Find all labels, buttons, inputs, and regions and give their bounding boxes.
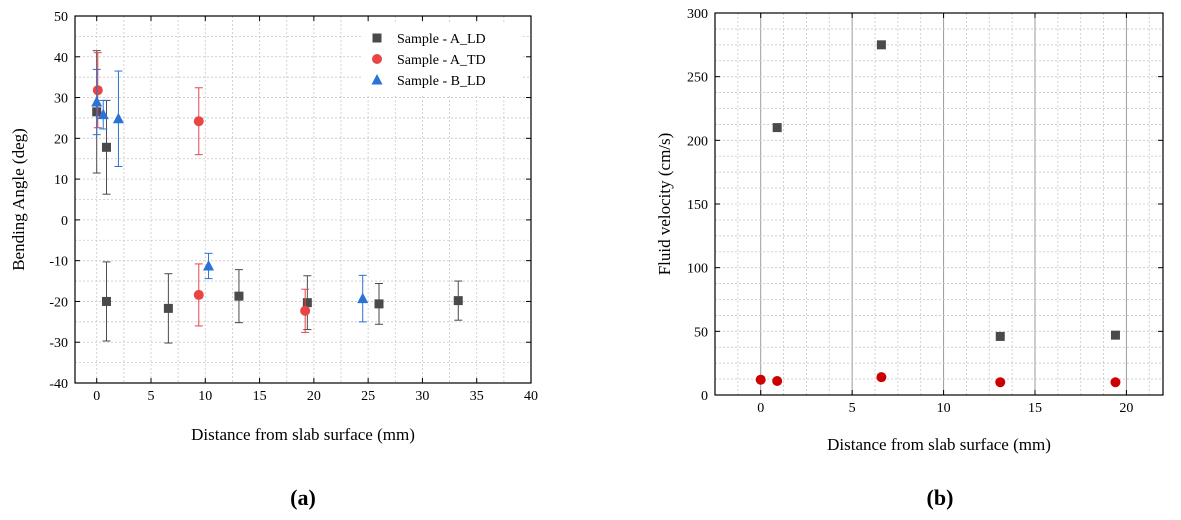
data-point — [995, 331, 1005, 341]
x-tick-label: 0 — [93, 389, 100, 404]
data-point — [97, 108, 109, 120]
x-tick-label: 20 — [307, 389, 321, 404]
data-point — [1110, 330, 1120, 340]
data-point — [112, 112, 124, 124]
data-point — [163, 303, 173, 313]
x-tick-label: 20 — [1119, 401, 1133, 416]
data-point — [101, 296, 111, 306]
x-tick-label: 10 — [198, 389, 212, 404]
y-tick-label: 50 — [694, 325, 708, 340]
x-tick-label: 5 — [849, 401, 856, 416]
y-tick-label: 40 — [54, 51, 68, 66]
x-tick-label: 0 — [757, 401, 764, 416]
legend-entry: Sample - B_LD — [397, 74, 486, 89]
series-3 — [91, 68, 369, 323]
y-tick-label: -30 — [49, 336, 68, 351]
data-point — [193, 289, 204, 300]
data-point — [91, 96, 103, 107]
data-point — [1110, 377, 1121, 388]
x-tick-label: 30 — [415, 389, 429, 404]
panel-label: (b) — [927, 485, 954, 510]
data-point — [772, 375, 783, 386]
plot-frame — [74, 15, 532, 384]
y-tick-label: 200 — [687, 134, 708, 149]
data-point — [193, 116, 204, 127]
panel-label: (a) — [290, 485, 316, 510]
legend-marker — [372, 33, 382, 43]
x-tick-label: 5 — [148, 389, 155, 404]
y-tick-label: 10 — [54, 173, 68, 188]
data-point — [772, 123, 782, 133]
y-tick-label: 0 — [61, 214, 68, 229]
legend: Sample - A_LD Sample - A_TD Sample - B_LD — [363, 24, 523, 96]
y-tick-label: -20 — [49, 295, 68, 310]
x-tick-label: 15 — [253, 389, 267, 404]
legend-entry: Sample - A_TD — [397, 53, 486, 68]
panel-a-chart: 0 5 10 15 20 25 30 35 40 -40 -30 -20 -10 0 10 20 30 40 50 D… — [9, 10, 538, 510]
data-point — [203, 259, 215, 271]
x-tick-label: 35 — [470, 389, 484, 404]
legend-entry: Sample - A_LD — [397, 32, 486, 47]
x-axis-title: Distance from slab surface (mm) — [827, 435, 1051, 454]
y-axis-title: Fluid velocity (cm/s) — [655, 133, 674, 276]
data-point — [755, 374, 766, 385]
data-point — [995, 377, 1006, 388]
y-tick-label: 30 — [54, 92, 68, 107]
data-point — [876, 40, 886, 50]
data-point — [302, 298, 312, 308]
data-point — [101, 142, 111, 152]
x-tick-label: 10 — [937, 401, 951, 416]
y-tick-label: 0 — [701, 389, 708, 404]
data-point — [234, 291, 244, 301]
series-2 — [92, 52, 311, 333]
data-point — [357, 292, 369, 304]
y-axis-title: Bending Angle (deg) — [9, 128, 28, 271]
x-axis-title: Distance from slab surface (mm) — [191, 425, 415, 444]
y-tick-label: -40 — [49, 377, 68, 392]
series-2 — [755, 372, 1121, 388]
series-1 — [772, 40, 1120, 341]
y-tick-label: -10 — [49, 255, 68, 270]
y-tick-label: 250 — [687, 71, 708, 86]
y-tick-label: 50 — [54, 10, 68, 25]
data-point — [876, 372, 887, 383]
legend-background — [363, 24, 523, 96]
x-tick-label: 40 — [524, 389, 538, 404]
data-point — [300, 305, 311, 316]
y-tick-label: 20 — [54, 132, 68, 147]
legend-marker — [372, 54, 382, 64]
x-tick-label: 25 — [361, 389, 375, 404]
data-point — [92, 85, 103, 96]
y-tick-label: 300 — [687, 7, 708, 22]
data-point — [453, 296, 463, 306]
grid-lines — [714, 12, 1163, 396]
y-tick-label: 100 — [687, 262, 708, 277]
legend-marker — [371, 74, 383, 85]
data-point — [374, 299, 384, 309]
y-tick-label: 150 — [687, 198, 708, 213]
x-tick-label: 15 — [1028, 401, 1042, 416]
